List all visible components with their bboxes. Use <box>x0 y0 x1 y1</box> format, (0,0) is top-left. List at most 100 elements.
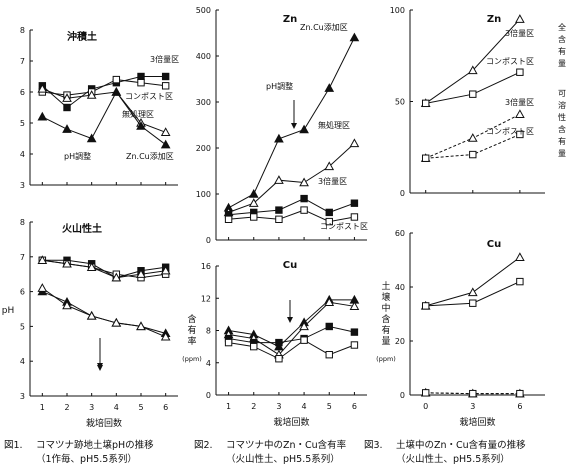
data-point <box>274 175 284 184</box>
data-point <box>421 302 430 310</box>
data-point <box>299 321 309 331</box>
y-tick-label: 7 <box>20 57 25 66</box>
y-tick-label: 200 <box>196 144 211 153</box>
data-point <box>515 252 525 261</box>
data-point <box>248 198 259 207</box>
data-point <box>324 297 335 306</box>
y-tick-label: 0 <box>400 391 405 400</box>
data-point <box>62 93 72 102</box>
data-point <box>299 177 309 187</box>
series-label: コンポスト区 <box>125 92 173 101</box>
y-tick-label: 400 <box>196 52 211 61</box>
data-point <box>350 213 359 221</box>
series-line <box>228 37 355 209</box>
side-label: 可溶性含有量 <box>558 89 566 158</box>
series-label: コンポスト区 <box>486 57 534 66</box>
x-tick-label: 6 <box>352 402 357 411</box>
x-tick-label: 1 <box>226 402 231 411</box>
annotation-label: pH調整 <box>266 81 293 91</box>
arrow-head <box>287 317 293 323</box>
caption-fig2-label: 図2. <box>194 440 213 451</box>
y-tick-label: 16 <box>201 262 211 271</box>
data-point <box>324 83 335 92</box>
x-tick-label: 3 <box>276 402 281 411</box>
data-point <box>63 103 71 112</box>
caption-fig1-subtitle: （1作毎、pH5.5系列） <box>36 453 137 465</box>
data-point <box>37 283 48 292</box>
data-point <box>275 215 283 224</box>
y-tick-label: 5 <box>20 322 25 331</box>
data-point <box>515 109 525 119</box>
data-point <box>350 341 359 349</box>
y-tick-label: 20 <box>395 337 405 346</box>
x-tick-label: 4 <box>114 403 119 412</box>
y-axis-label: 含有率 <box>187 313 196 347</box>
y-tick-label: 500 <box>196 6 211 15</box>
data-point <box>350 199 359 207</box>
data-point <box>111 317 122 327</box>
data-point <box>275 355 283 363</box>
x-tick-label: 4 <box>302 402 307 411</box>
series-label: Zn.Cu添加区 <box>126 151 174 161</box>
data-point <box>137 72 145 81</box>
x-tick-label: 5 <box>327 402 332 411</box>
data-point <box>325 322 333 331</box>
data-point <box>136 121 146 130</box>
y-tick-label: 4 <box>206 359 211 368</box>
series-line <box>42 291 166 334</box>
series-label: 無処理区 <box>122 109 154 119</box>
data-point <box>160 265 171 275</box>
panel-title: Zn <box>487 14 501 25</box>
caption-fig3-title: 土壌中のZn・Cu含有量の推移 <box>396 439 526 451</box>
x-axis-label: 栽培回数 <box>86 417 122 429</box>
series-line <box>228 299 355 348</box>
x-tick-label: 6 <box>163 403 168 412</box>
y-tick-label: 12 <box>201 294 211 303</box>
data-point <box>349 32 360 42</box>
data-point <box>250 213 258 221</box>
series-label: コンポスト区 <box>320 222 368 231</box>
series-line <box>42 88 166 133</box>
data-point <box>248 188 259 198</box>
side-label: 全含有量 <box>558 22 566 68</box>
data-point <box>161 82 170 90</box>
data-point <box>469 299 477 307</box>
data-point <box>86 310 97 320</box>
caption-fig1-title: コマツナ跡地土壌pHの推移 <box>36 439 154 451</box>
series-label: 3倍量区 <box>318 176 347 186</box>
data-point <box>516 277 524 286</box>
caption-fig2-title: コマツナ中のZn・Cu含有率 <box>226 439 347 451</box>
series-line <box>425 256 521 307</box>
data-point <box>86 133 97 143</box>
data-point <box>275 206 283 214</box>
data-point <box>325 217 333 226</box>
y-tick-label: 100 <box>390 6 405 15</box>
data-point <box>160 139 171 149</box>
data-point <box>421 99 430 108</box>
caption-fig2-subtitle: （火山性土、pH5.5系列） <box>226 453 340 465</box>
x-tick-label: 1 <box>40 403 45 412</box>
data-point <box>86 262 97 271</box>
x-tick-label: 0 <box>423 402 428 411</box>
x-tick-label: 2 <box>251 402 256 411</box>
y-axis-label: 土壌中含有量 <box>381 280 390 347</box>
panel-title: Zn <box>283 14 297 25</box>
data-point <box>224 215 233 224</box>
panel-title: 火山性土 <box>62 222 102 235</box>
data-point <box>37 255 48 264</box>
y-tick-label: 0 <box>400 189 405 198</box>
chart-fig3-cu-soil: 0 20 40 60 0 3 6 Cu 栽培回数 土壌中含有量 (ppm) <box>376 229 545 428</box>
data-point <box>111 272 122 282</box>
y-tick-label: 3 <box>20 392 25 401</box>
y-tick-label: 7 <box>20 253 25 262</box>
data-point <box>136 321 146 331</box>
data-point <box>62 258 72 268</box>
caption-fig3-label: 図3. <box>364 440 383 451</box>
data-point <box>299 124 309 134</box>
arrow-head <box>291 123 297 129</box>
x-tick-label: 5 <box>138 403 143 412</box>
